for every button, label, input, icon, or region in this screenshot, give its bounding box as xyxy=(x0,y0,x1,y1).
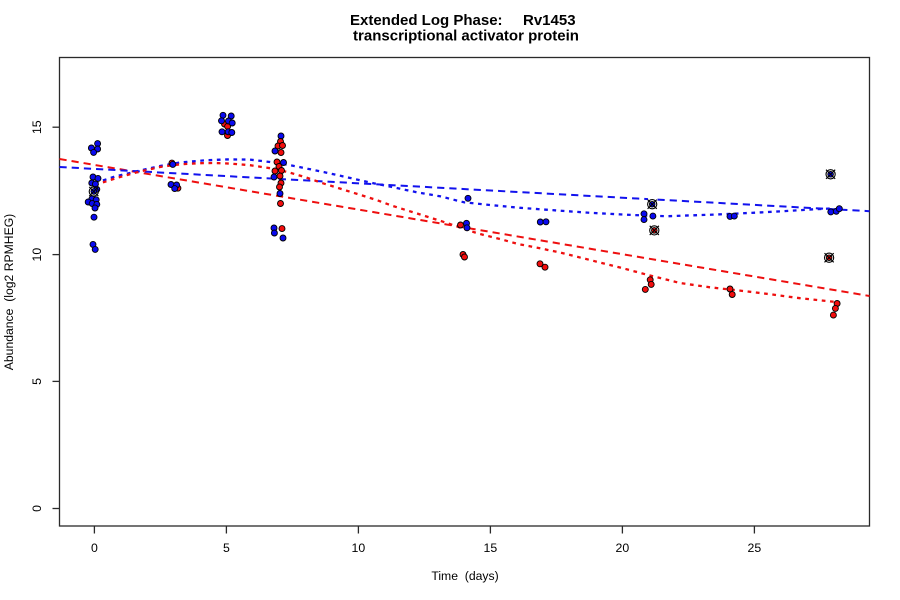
svg-text:10: 10 xyxy=(30,248,44,262)
svg-text:Rv1453: Rv1453 xyxy=(523,12,576,29)
svg-text:Abundance (log2 RPMHEG): Abundance (log2 RPMHEG) xyxy=(2,214,16,370)
svg-text:15: 15 xyxy=(30,120,44,134)
svg-text:25: 25 xyxy=(748,541,762,555)
svg-text:5: 5 xyxy=(223,541,230,555)
svg-text:0: 0 xyxy=(30,505,44,512)
svg-text:Time (days): Time (days) xyxy=(431,569,498,583)
svg-text:5: 5 xyxy=(30,378,44,385)
svg-text:transcriptional activator prot: transcriptional activator protein xyxy=(353,28,579,45)
svg-text:Extended Log Phase:: Extended Log Phase: xyxy=(350,12,503,29)
svg-text:15: 15 xyxy=(484,541,498,555)
svg-text:20: 20 xyxy=(616,541,630,555)
svg-text:0: 0 xyxy=(91,541,98,555)
svg-text:10: 10 xyxy=(352,541,366,555)
